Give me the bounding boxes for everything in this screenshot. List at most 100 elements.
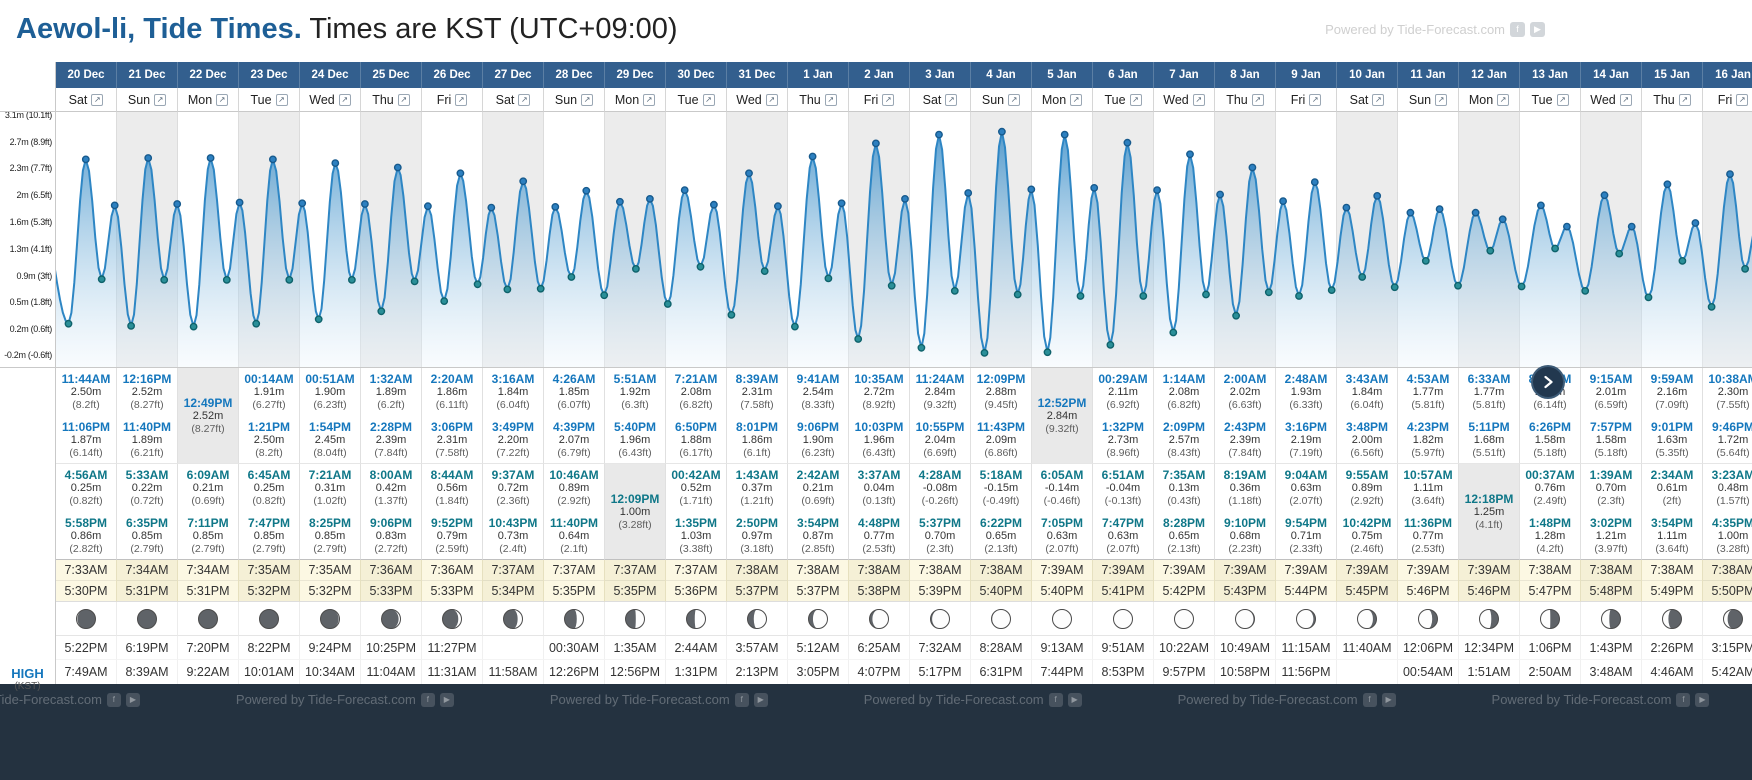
weekday-label: Thu — [372, 92, 394, 107]
row-labels-gutter: 3.1m (10.1ft) 2.7m (8.9ft) 2.3m (7.7ft) 2m … — [0, 62, 56, 692]
tide-height-m: 1.11m — [1413, 482, 1443, 495]
tide-entry: 5:37PM 0.70m (2.3ft) — [910, 512, 970, 560]
tide-height-ft: (6.14ft) — [69, 446, 103, 459]
tide-time: 5:11PM — [1468, 419, 1510, 434]
expand-day-icon[interactable]: ↗ — [824, 93, 837, 106]
expand-day-icon[interactable]: ↗ — [154, 93, 167, 106]
expand-day-icon[interactable]: ↗ — [1497, 93, 1510, 106]
tide-entry: 7:21AM 0.31m (1.02ft) — [300, 464, 360, 512]
weekday-label: Mon — [187, 92, 213, 107]
tide-height-ft: (2.92ft) — [557, 495, 591, 508]
moonrise-time: 1:51AM — [1459, 660, 1520, 684]
expand-day-icon[interactable]: ↗ — [1251, 93, 1264, 106]
low-tide-dot — [189, 322, 198, 331]
weekday-label: Sun — [1408, 92, 1432, 107]
expand-day-icon[interactable]: ↗ — [1736, 93, 1749, 106]
weekday-cell: Sun ↗ — [1398, 88, 1459, 112]
sun-times-cell: 7:39AM 5:46PM — [1398, 560, 1459, 602]
tide-height-m: 1.21m — [1595, 529, 1627, 542]
tide-height-m: 1.28m — [1534, 529, 1566, 542]
tide-entry: 1:43AM 0.37m (1.21ft) — [727, 464, 787, 512]
tide-height-ft: (6.14ft) — [1533, 399, 1567, 412]
expand-day-icon[interactable]: ↗ — [275, 93, 288, 106]
tide-height-m: 2.08m — [1168, 386, 1200, 399]
tide-entry: 2:28PM 2.39m (7.84ft) — [361, 416, 421, 464]
expand-day-icon[interactable]: ↗ — [397, 93, 410, 106]
high-tide-cell: 1:14AM 2.08m (6.82ft) 2:09PM 2.57m (8.43ft) — [1154, 368, 1215, 464]
tide-time: 6:05AM — [1040, 468, 1084, 482]
date-header-cell: 21 Dec — [117, 62, 178, 88]
tide-entry: 2:20AM 1.86m (6.11ft) — [422, 368, 482, 416]
expand-day-icon[interactable]: ↗ — [1619, 93, 1632, 106]
date-header-cell: 26 Dec — [422, 62, 483, 88]
tide-height-ft: (6.27ft) — [252, 399, 286, 412]
low-tide-cell: 8:00AM 0.42m (1.37ft) 9:06PM 0.83m (2.72ft) — [361, 464, 422, 560]
expand-day-icon[interactable]: ↗ — [882, 93, 895, 106]
low-tide-dot — [1169, 328, 1178, 337]
tide-entry: 3:37AM 0.04m (0.13ft) — [849, 464, 909, 512]
expand-day-icon[interactable]: ↗ — [643, 93, 656, 106]
expand-day-icon[interactable]: ↗ — [702, 93, 715, 106]
moon-cell — [300, 602, 361, 636]
sun-times-cell: 7:37AM 5:36PM — [666, 560, 727, 602]
tide-entry: 6:35PM 0.85m (2.79ft) — [117, 512, 177, 560]
expand-day-icon[interactable]: ↗ — [1309, 93, 1322, 106]
tide-height-ft: (0.43ft) — [1167, 495, 1201, 508]
tide-time: 1:43AM — [735, 468, 779, 482]
expand-day-icon[interactable]: ↗ — [216, 93, 229, 106]
tide-entry: 3:54PM 0.87m (2.85ft) — [788, 512, 848, 560]
tide-height-m: 0.21m — [802, 482, 834, 495]
tide-time: 5:51AM — [613, 372, 657, 386]
expand-day-icon[interactable]: ↗ — [581, 93, 594, 106]
low-tide-cell: 5:18AM -0.15m (-0.49ft) 6:22PM 0.65m (2.13ft) — [971, 464, 1032, 560]
expand-day-icon[interactable]: ↗ — [1556, 93, 1569, 106]
moonset-time: 11:15AM — [1276, 636, 1337, 660]
expand-day-icon[interactable]: ↗ — [1435, 93, 1448, 106]
sunrise-time: 7:39AM — [1276, 560, 1336, 581]
weekday-cell: Wed ↗ — [300, 88, 361, 112]
high-tide-dot — [616, 197, 624, 206]
high-tide-cell: 2:48AM 1.93m (6.33ft) 3:16PM 2.19m (7.19ft) — [1276, 368, 1337, 464]
tide-height-ft: (2.13ft) — [1167, 542, 1201, 555]
expand-day-icon[interactable]: ↗ — [1070, 93, 1083, 106]
expand-day-icon[interactable]: ↗ — [1372, 93, 1385, 106]
youtube-icon[interactable]: ▶ — [1530, 22, 1545, 37]
tide-time: 00:14AM — [244, 372, 294, 386]
weekday-cell: Thu ↗ — [1642, 88, 1703, 112]
expand-day-icon[interactable]: ↗ — [1678, 93, 1691, 106]
high-tide-dot — [206, 154, 215, 162]
expand-day-icon[interactable]: ↗ — [455, 93, 468, 106]
scroll-right-button[interactable] — [1531, 365, 1565, 399]
expand-day-icon[interactable]: ↗ — [1192, 93, 1205, 106]
expand-day-icon[interactable]: ↗ — [945, 93, 958, 106]
tide-time: 6:09AM — [186, 468, 230, 482]
weekday-label: Tue — [250, 92, 272, 107]
tide-entry: 10:55PM 2.04m (6.69ft) — [910, 416, 970, 464]
tide-entry: 9:01PM 1.63m (5.35ft) — [1642, 416, 1702, 464]
high-tide-cell: 12:52PM 2.84m (9.32ft) — [1032, 368, 1093, 464]
expand-day-icon[interactable]: ↗ — [338, 93, 351, 106]
tide-entry: 4:56AM 0.25m (0.82ft) — [56, 464, 116, 512]
tide-time: 6:26PM — [1528, 419, 1572, 434]
sun-times-cell: 7:36AM 5:33PM — [422, 560, 483, 602]
expand-day-icon[interactable]: ↗ — [518, 93, 531, 106]
tide-height-ft: (6.56ft) — [1350, 446, 1384, 459]
expand-day-icon[interactable]: ↗ — [765, 93, 778, 106]
low-tide-dot — [1358, 273, 1367, 281]
y-axis-label: 1.6m (5.3ft) — [9, 216, 53, 227]
tide-time: 5:40PM — [613, 419, 657, 434]
tide-time: 1:21PM — [247, 419, 291, 434]
facebook-icon[interactable]: f — [1510, 22, 1525, 37]
tide-height-ft: (5.51ft) — [1472, 446, 1506, 459]
sunrise-time: 7:35AM — [300, 560, 360, 581]
expand-day-icon[interactable]: ↗ — [1008, 93, 1021, 106]
high-tide-dot — [487, 203, 496, 212]
expand-day-icon[interactable]: ↗ — [91, 93, 104, 106]
low-tide-dot — [1707, 302, 1716, 311]
high-kst-label: (KST) — [14, 680, 41, 692]
tide-time: 6:51AM — [1101, 468, 1145, 482]
tide-height-m: 1.89m — [375, 386, 407, 399]
expand-day-icon[interactable]: ↗ — [1129, 93, 1142, 106]
tide-height-ft: (6.04ft) — [496, 399, 530, 412]
moon-phase-icon — [1113, 608, 1133, 629]
